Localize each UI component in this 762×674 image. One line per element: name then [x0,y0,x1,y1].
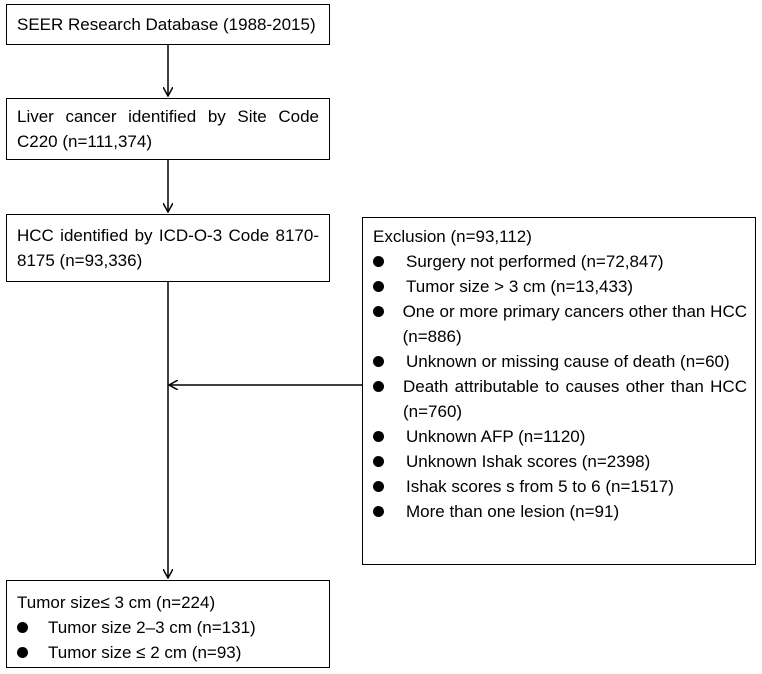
exclusion-item: Surgery not performed (n=72,847) [373,249,747,274]
exclusion-item: Death attributable to causes other than … [373,374,747,424]
exclusion-box: Exclusion (n=93,112) Surgery not perform… [362,217,756,565]
bullet-icon [373,356,384,367]
seer-database-box: SEER Research Database (1988-2015) [6,4,330,45]
exclusion-item: Tumor size > 3 cm (n=13,433) [373,274,747,299]
exclusion-item: Ishak scores s from 5 to 6 (n=1517) [373,474,747,499]
bullet-icon [373,456,384,467]
final-cohort-title: Tumor size≤ 3 cm (n=224) [17,593,216,612]
exclusion-item: Unknown AFP (n=1120) [373,424,747,449]
bullet-icon [373,431,384,442]
bullet-icon [17,647,28,658]
liver-cancer-box: Liver cancer identified by Site Code C22… [6,98,330,160]
bullet-icon [373,381,384,392]
exclusion-item: Unknown or missing cause of death (n=60) [373,349,747,374]
bullet-icon [373,281,384,292]
bullet-icon [17,622,28,633]
final-cohort-box: Tumor size≤ 3 cm (n=224) Tumor size 2–3 … [6,580,330,668]
hcc-label: HCC identified by ICD-O-3 Code 8170-8175… [17,226,319,270]
exclusion-item: One or more primary cancers other than H… [373,299,747,349]
bullet-icon [373,506,384,517]
exclusion-item: More than one lesion (n=91) [373,499,747,524]
exclusion-title: Exclusion (n=93,112) [373,227,532,246]
final-cohort-item: Tumor size ≤ 2 cm (n=93) [17,640,319,665]
liver-cancer-label: Liver cancer identified by Site Code C22… [17,107,319,151]
bullet-icon [373,481,384,492]
hcc-box: HCC identified by ICD-O-3 Code 8170-8175… [6,214,330,282]
exclusion-item: Unknown Ishak scores (n=2398) [373,449,747,474]
bullet-icon [373,306,384,317]
final-cohort-item: Tumor size 2–3 cm (n=131) [17,615,319,640]
seer-database-label: SEER Research Database (1988-2015) [17,15,316,34]
bullet-icon [373,256,384,267]
